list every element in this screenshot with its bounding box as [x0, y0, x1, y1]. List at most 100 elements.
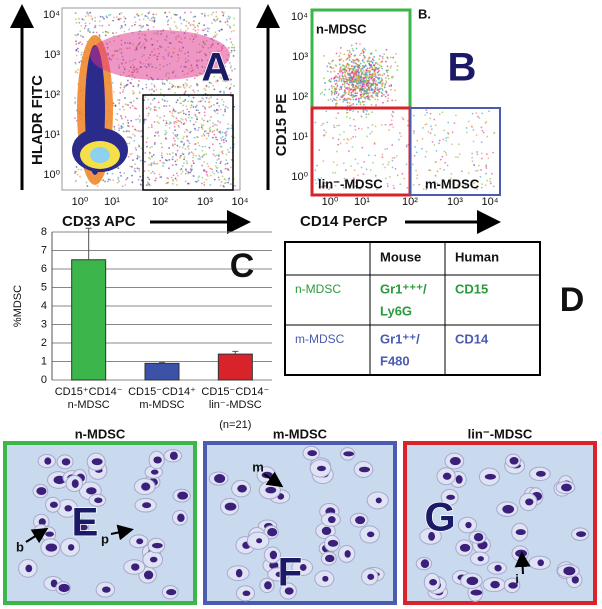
dot [231, 50, 233, 52]
dot [321, 124, 323, 126]
dot [218, 177, 220, 179]
dot [442, 138, 444, 140]
dot [342, 72, 344, 74]
dot [347, 63, 349, 65]
dot [140, 131, 142, 133]
nucleus [322, 527, 332, 535]
dot [175, 164, 177, 166]
nucleus [141, 482, 150, 490]
dot [323, 77, 325, 79]
dot [223, 91, 225, 93]
dot [120, 87, 122, 89]
dot [331, 92, 333, 94]
dot [179, 16, 181, 18]
dot [471, 153, 473, 155]
note: (n=21) [219, 419, 251, 431]
dot [201, 13, 203, 15]
dot [165, 120, 167, 122]
nucleus [256, 538, 262, 543]
dot [203, 154, 205, 156]
dot [190, 170, 192, 172]
dot [339, 99, 341, 101]
dot [483, 132, 485, 134]
dot [94, 17, 96, 19]
dot [369, 92, 371, 94]
dot [367, 85, 369, 87]
dot [219, 20, 221, 22]
dot [160, 176, 162, 178]
dot [351, 95, 353, 97]
dot [364, 101, 366, 103]
dot [350, 165, 352, 167]
dot [455, 114, 457, 116]
dot [176, 180, 178, 182]
dot [331, 90, 333, 92]
dot [341, 75, 343, 77]
dot [421, 138, 423, 140]
dot [110, 14, 112, 16]
dot [357, 69, 359, 71]
dot [195, 155, 197, 157]
dot [125, 179, 127, 181]
dot [207, 15, 209, 17]
dot [385, 61, 387, 63]
dot [108, 24, 110, 26]
table-cell: Gr1⁺⁺⁺/ [380, 281, 427, 296]
dot [340, 52, 342, 54]
dot [145, 119, 147, 121]
dot [190, 11, 192, 13]
dot [406, 163, 408, 165]
dot [381, 78, 383, 80]
dot [158, 135, 160, 137]
dot [316, 165, 318, 167]
dot [100, 16, 102, 18]
dot [229, 38, 231, 40]
dot [168, 88, 170, 90]
dot [373, 56, 375, 58]
dot [204, 135, 206, 137]
dot [207, 30, 209, 32]
dot [169, 153, 171, 155]
dot [177, 145, 179, 147]
dot [134, 16, 136, 18]
dot [360, 97, 362, 99]
dot [172, 158, 174, 160]
dot [76, 72, 78, 74]
dot [227, 107, 229, 109]
dot [341, 58, 343, 60]
dot [334, 80, 336, 82]
dot [147, 177, 149, 179]
dot [212, 122, 214, 124]
dot [345, 69, 347, 71]
dot [349, 88, 351, 90]
dot [314, 169, 316, 171]
dot [230, 92, 232, 94]
dot [201, 97, 203, 99]
dot [148, 127, 150, 129]
dot [466, 127, 468, 129]
dot [231, 70, 233, 72]
dot [147, 25, 149, 27]
dot [356, 85, 358, 87]
dot [174, 92, 176, 94]
dot [127, 130, 129, 132]
dot [221, 139, 223, 141]
dot [485, 122, 487, 124]
nucleus [45, 531, 54, 536]
gate-label: lin⁻-MDSC [318, 176, 383, 191]
dot [380, 74, 382, 76]
dot [76, 35, 78, 37]
dot [167, 21, 169, 23]
dot [336, 151, 338, 153]
dot [486, 180, 488, 182]
dot [344, 82, 346, 84]
dot [385, 96, 387, 98]
dot [118, 102, 120, 104]
dot [416, 140, 418, 142]
y-tick-label: 7 [41, 244, 47, 256]
dot [162, 83, 164, 85]
dot [210, 175, 212, 177]
dot [321, 92, 323, 94]
dot [193, 28, 195, 30]
dot [198, 22, 200, 24]
